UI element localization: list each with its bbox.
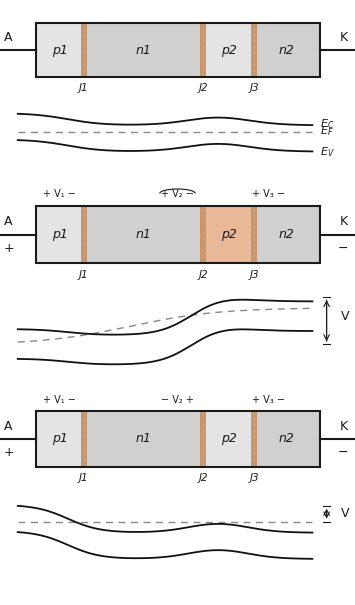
Bar xyxy=(251,411,257,466)
Text: $E_V$: $E_V$ xyxy=(320,145,334,159)
Text: + V₃ −: + V₃ − xyxy=(252,394,285,405)
Text: + V₃ −: + V₃ − xyxy=(252,189,285,200)
Bar xyxy=(36,24,84,77)
Bar xyxy=(81,24,87,77)
Bar xyxy=(251,24,257,77)
Text: p1: p1 xyxy=(52,229,67,241)
Text: n2: n2 xyxy=(279,433,295,445)
Text: +: + xyxy=(4,243,14,255)
Text: A: A xyxy=(4,215,12,229)
Bar xyxy=(84,206,203,263)
Text: $E_F$: $E_F$ xyxy=(320,125,333,139)
Bar xyxy=(254,411,320,466)
Text: −: − xyxy=(337,446,348,459)
Text: p2: p2 xyxy=(221,44,236,57)
Text: J1: J1 xyxy=(79,473,89,483)
Text: n1: n1 xyxy=(136,44,151,57)
Text: n1: n1 xyxy=(136,433,151,445)
Text: A: A xyxy=(4,31,12,45)
Bar xyxy=(36,411,320,466)
Text: − V₂ +: − V₂ + xyxy=(161,394,194,405)
Text: J3: J3 xyxy=(249,83,259,93)
Text: J1: J1 xyxy=(79,83,89,93)
Bar xyxy=(254,206,320,263)
Bar xyxy=(84,24,203,77)
Bar xyxy=(251,206,257,263)
Text: J2: J2 xyxy=(198,270,208,280)
Text: J3: J3 xyxy=(249,473,259,483)
Text: p2: p2 xyxy=(221,433,236,445)
Text: p1: p1 xyxy=(52,433,67,445)
Bar xyxy=(36,206,320,263)
Text: p2: p2 xyxy=(221,229,236,241)
Bar xyxy=(84,411,203,466)
Bar xyxy=(203,24,254,77)
Text: J2: J2 xyxy=(198,83,208,93)
Bar xyxy=(203,206,254,263)
Text: + V₁ −: + V₁ − xyxy=(43,394,76,405)
Text: J1: J1 xyxy=(79,270,89,280)
Bar xyxy=(203,411,254,466)
Text: +: + xyxy=(4,446,14,459)
Bar xyxy=(36,24,320,77)
Text: + V₁ −: + V₁ − xyxy=(43,189,76,200)
Bar xyxy=(200,411,206,466)
Bar xyxy=(36,411,84,466)
Bar xyxy=(254,24,320,77)
Text: J2: J2 xyxy=(198,473,208,483)
Text: $E_C$: $E_C$ xyxy=(320,117,334,131)
Bar xyxy=(200,206,206,263)
Bar xyxy=(81,206,87,263)
Text: n2: n2 xyxy=(279,44,295,57)
Text: V: V xyxy=(341,310,349,323)
Text: J3: J3 xyxy=(249,270,259,280)
Bar xyxy=(36,206,84,263)
Text: + V₂ −: + V₂ − xyxy=(161,189,194,200)
Text: K: K xyxy=(340,31,348,45)
Text: −: − xyxy=(337,243,348,255)
Text: p1: p1 xyxy=(52,44,67,57)
Text: n2: n2 xyxy=(279,229,295,241)
Text: K: K xyxy=(340,215,348,229)
Text: K: K xyxy=(340,420,348,433)
Text: A: A xyxy=(4,420,12,433)
Text: V: V xyxy=(341,507,349,520)
Bar xyxy=(200,24,206,77)
Bar xyxy=(81,411,87,466)
Text: n1: n1 xyxy=(136,229,151,241)
